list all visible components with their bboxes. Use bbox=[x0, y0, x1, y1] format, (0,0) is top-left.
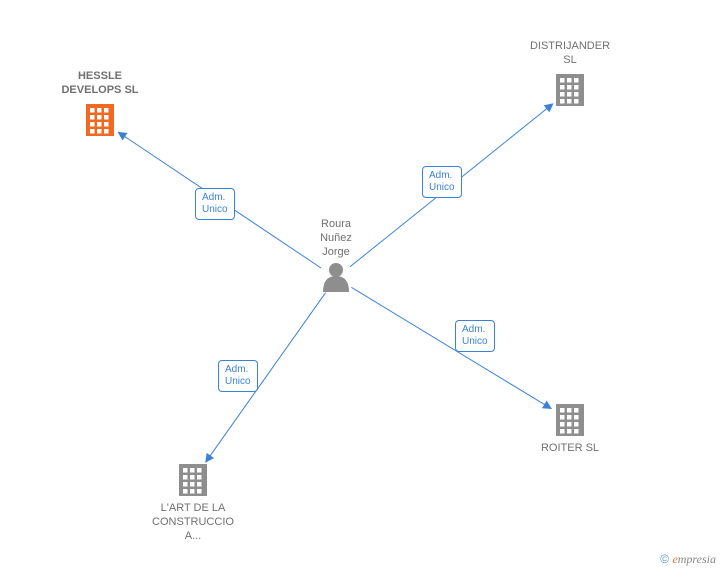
person-icon bbox=[323, 263, 349, 292]
edge-label: Adm. Unico bbox=[455, 320, 495, 352]
edge-label: Adm. Unico bbox=[218, 360, 258, 392]
copyright-symbol: © bbox=[660, 552, 669, 566]
edge-label: Adm. Unico bbox=[195, 188, 235, 220]
edge-label: Adm. Unico bbox=[422, 166, 462, 198]
building-icon bbox=[86, 104, 114, 136]
building-icon bbox=[179, 464, 207, 496]
brand-rest: mpresia bbox=[678, 552, 716, 566]
building-icon bbox=[556, 404, 584, 436]
copyright: © empresia bbox=[660, 552, 716, 567]
building-icon bbox=[556, 74, 584, 106]
graph-canvas bbox=[0, 0, 728, 575]
